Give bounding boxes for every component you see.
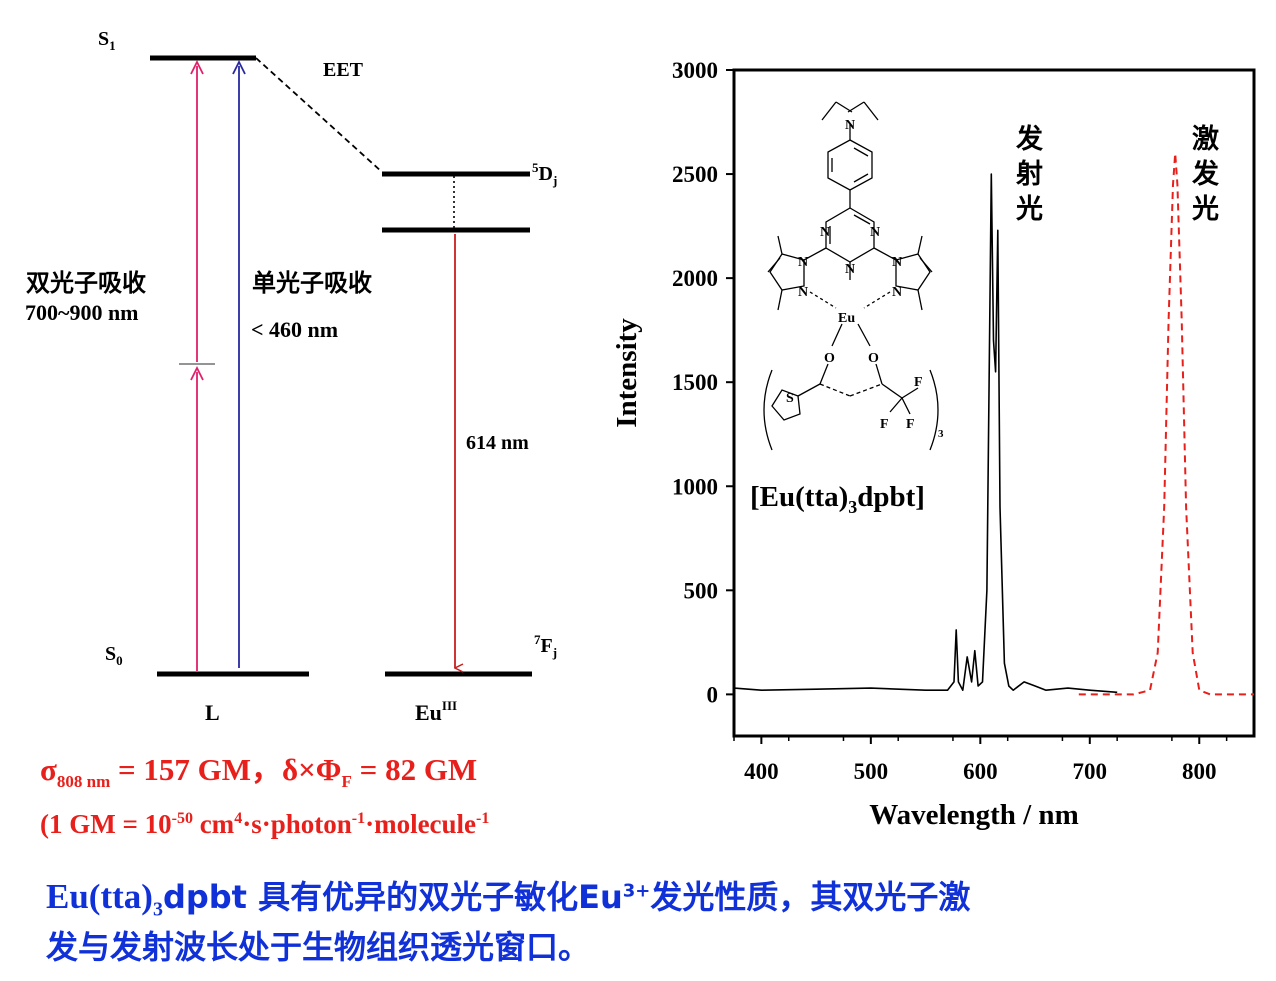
f-level-label: 7Fj [534,632,557,660]
y-tick-label: 3000 [672,58,718,83]
svg-text:F: F [914,375,923,390]
emission-spectrum-chart: 0 500 1000 1500 2000 2500 3000 400 500 600 700 800 W… [611,58,1256,831]
svg-text:O: O [824,351,835,366]
emission-series-line [733,173,1118,694]
y-tick-label: 1000 [672,474,718,499]
x-tick-label: 800 [1182,759,1217,784]
svg-text:N: N [820,225,830,240]
y-tick-label: 500 [684,578,719,603]
plot-frame [732,68,1256,738]
x-tick-label: 500 [854,759,889,784]
y-tick-label: 2000 [672,266,718,291]
eu-label: EuIII [415,698,457,725]
svg-text:3: 3 [938,428,944,440]
y-tick-label: 0 [707,682,719,707]
d-level-label: 5Dj [532,160,557,188]
y-tick-label: 2500 [672,162,718,187]
x-axis-label: Wavelength / nm [869,799,1078,831]
svg-text:N: N [798,285,808,300]
cross-section-line: σ808 nm = 157 GM，δ×ΦF = 82 GM [40,752,478,792]
one-photon-absorption-label: 单光子吸收 [252,269,372,297]
excitation-series-line [1078,152,1254,696]
svg-text:N: N [845,118,855,133]
one-photon-arrow [232,59,246,668]
y-tick-label: 1500 [672,370,718,395]
svg-text:N: N [892,285,902,300]
footer-line-2: 发与发射波长处于生物组织透光窗口。 [46,928,591,966]
x-tick-label: 700 [1073,759,1108,784]
eet-dashed-line [255,57,383,173]
svg-text:N: N [870,225,880,240]
molecule-atom-labels: N N N N N N N N Eu O O S F F F 3 [786,118,944,440]
two-photon-range-label: 700~900 nm [25,300,139,325]
excitation-annotation: 激 发 光 [1192,124,1219,225]
svg-text:S: S [786,391,794,406]
molecule-structure [763,101,939,451]
emission-wavelength-label: 614 nm [466,432,529,454]
s0-label: S0 [105,643,123,668]
x-tick-label: 600 [963,759,998,784]
compound-name: [Eu(tta)3dpbt] [750,481,925,517]
two-photon-absorption-label: 双光子吸收 [26,269,146,297]
x-tick-label: 400 [744,759,779,784]
y-axis-label: Intensity [611,318,643,428]
emission-annotation: 发 射 光 [1016,124,1043,225]
eet-label: EET [323,59,364,81]
svg-text:O: O [868,351,879,366]
gm-definition-line: (1 GM = 10-50 cm4·s·photon-1·molecule-1 [40,809,490,839]
footer-line-1: Eu(tta)3dpbt 具有优异的双光子敏化Eu3+发光性质，其双光子激 [46,877,971,921]
s1-label: S1 [98,28,116,53]
svg-text:F: F [906,417,915,432]
one-photon-range-label: < 460 nm [251,317,338,342]
svg-text:N: N [845,262,855,277]
svg-text:F: F [880,417,889,432]
ligand-label: L [205,700,220,725]
svg-text:N: N [798,255,808,270]
two-photon-arrow [179,59,215,671]
svg-text:Eu: Eu [838,311,855,326]
energy-level-diagram: S1 S0 EET 5Dj 7Fj 614 nm L EuIII 700~900… [25,28,557,725]
svg-text:N: N [892,255,902,270]
